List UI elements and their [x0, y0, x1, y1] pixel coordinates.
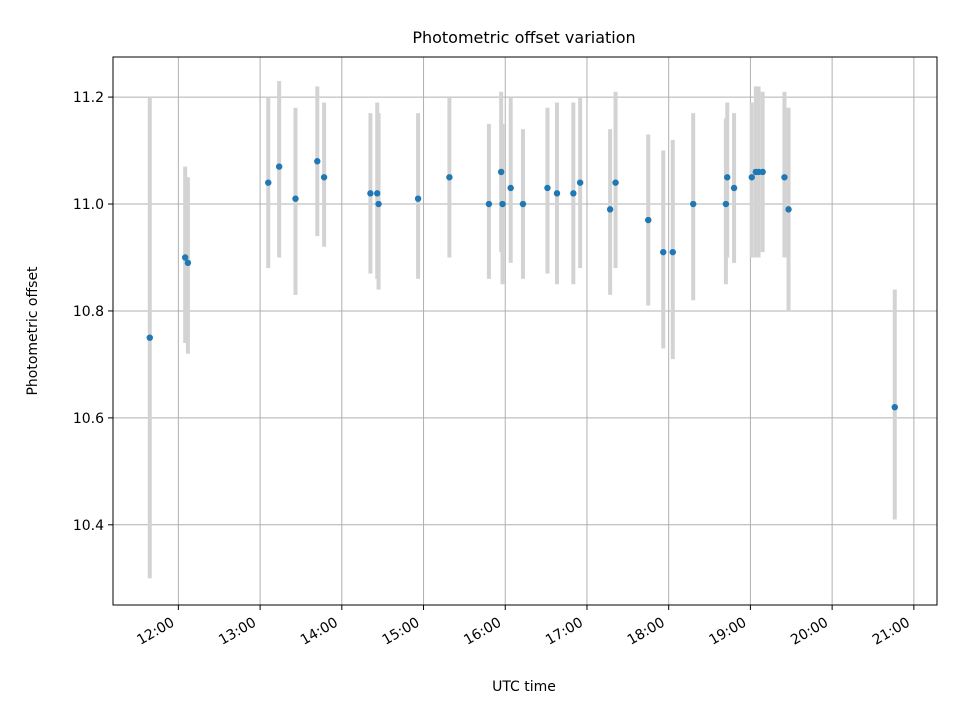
- data-point: [497, 168, 505, 176]
- data-point: [722, 200, 730, 208]
- data-point: [146, 334, 153, 341]
- data-point: [669, 248, 676, 256]
- data-point: [367, 190, 374, 197]
- y-tick-label: 10.8: [73, 304, 104, 320]
- data-point: [292, 195, 299, 202]
- y-tick-label: 11.0: [73, 197, 104, 213]
- data-point: [660, 248, 667, 256]
- data-point: [570, 190, 577, 197]
- data-point: [414, 195, 422, 202]
- data-point: [553, 190, 561, 197]
- data-point: [544, 184, 551, 192]
- data-point: [507, 184, 514, 192]
- data-point: [184, 259, 192, 267]
- data-point: [724, 174, 731, 181]
- y-tick-label: 11.2: [73, 90, 104, 106]
- x-axis-label: UTC time: [492, 679, 556, 695]
- data-point: [612, 179, 619, 186]
- data-point: [499, 200, 506, 208]
- data-point: [645, 216, 652, 224]
- chart-title: Photometric offset variation: [412, 28, 635, 47]
- data-point: [375, 200, 382, 208]
- y-axis-label: Photometric offset: [25, 266, 41, 396]
- data-point: [265, 179, 272, 186]
- data-point: [519, 200, 527, 208]
- data-point: [748, 174, 755, 181]
- y-tick-label: 10.4: [73, 518, 104, 534]
- data-point: [576, 179, 584, 186]
- y-tick-label: 10.6: [73, 411, 104, 427]
- data-point: [891, 403, 898, 411]
- data-point: [446, 174, 453, 181]
- data-point: [785, 206, 792, 213]
- plot-area-frame: [112, 56, 938, 606]
- data-point: [781, 174, 788, 181]
- data-point: [320, 174, 328, 181]
- data-point: [606, 206, 614, 213]
- data-point: [374, 190, 381, 197]
- data-point: [181, 254, 189, 261]
- data-point: [275, 163, 283, 170]
- data-point: [759, 168, 766, 176]
- data-point: [690, 200, 697, 208]
- data-points: [146, 158, 898, 411]
- data-point: [730, 184, 738, 192]
- data-point: [485, 200, 493, 208]
- data-point: [314, 158, 321, 165]
